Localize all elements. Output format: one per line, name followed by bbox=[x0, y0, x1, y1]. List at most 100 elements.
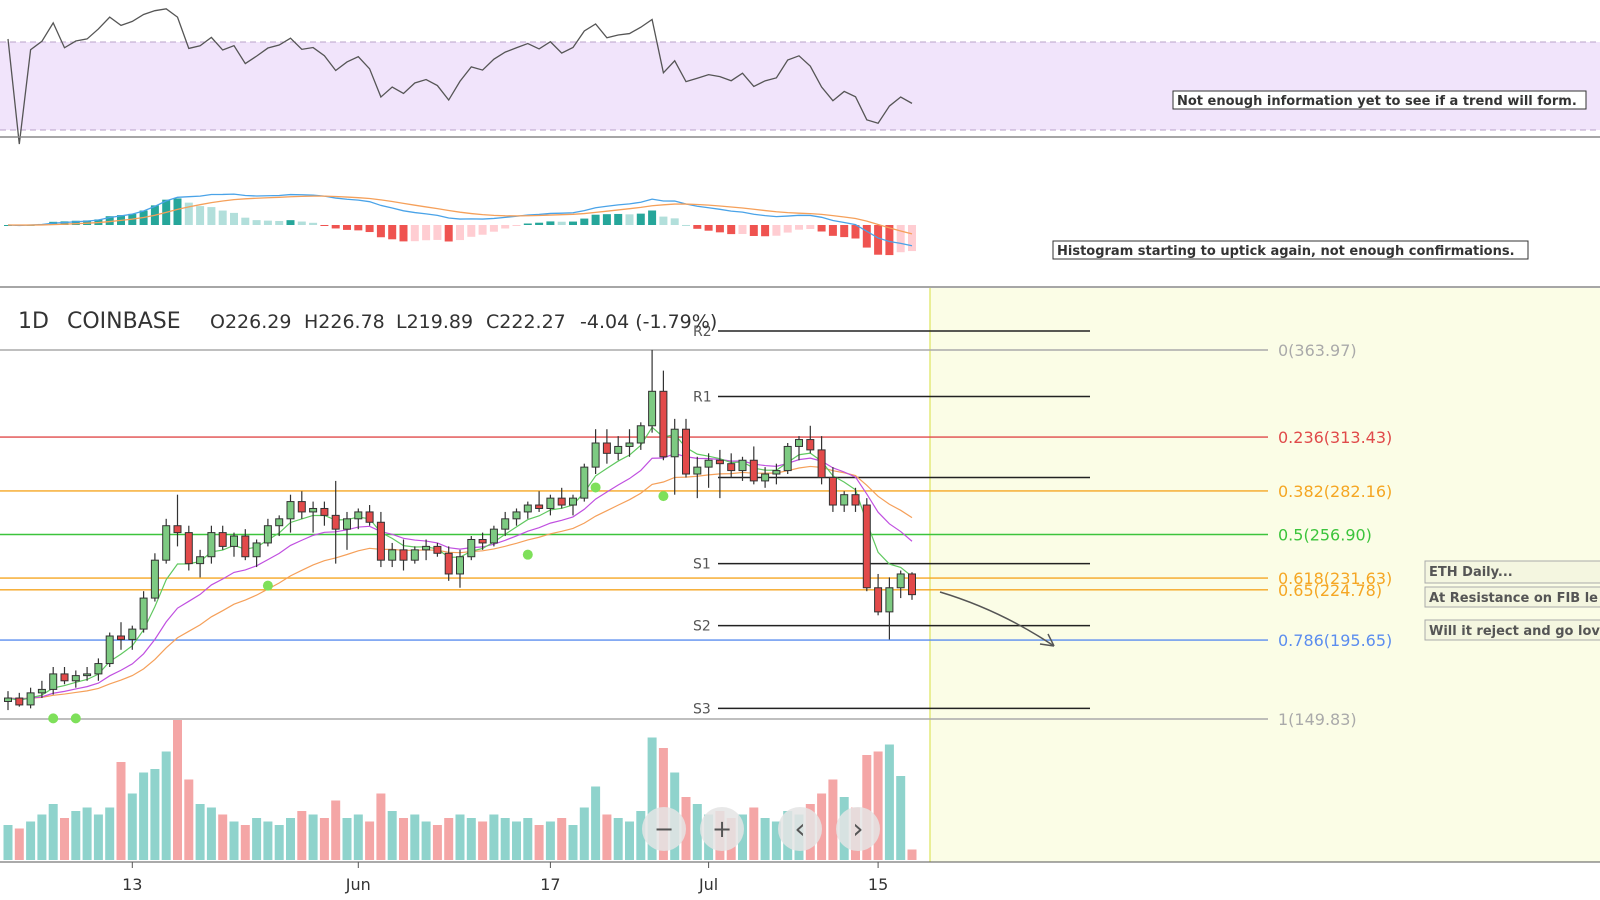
candle-body bbox=[162, 525, 171, 561]
volume-bar bbox=[500, 818, 510, 860]
candle-body bbox=[523, 504, 532, 513]
candle-body bbox=[422, 545, 431, 551]
exchange-label: COINBASE bbox=[67, 309, 181, 334]
candle-body bbox=[37, 688, 46, 694]
volume-bar bbox=[229, 821, 239, 860]
macd-histogram-bar bbox=[263, 220, 272, 225]
candle-body bbox=[648, 390, 657, 427]
volume-bar bbox=[579, 807, 589, 860]
low-value: L219.89 bbox=[396, 311, 473, 333]
volume-bar bbox=[105, 807, 115, 860]
candle-body bbox=[557, 497, 566, 506]
rsi-line bbox=[7, 8, 913, 145]
macd-histogram-bar bbox=[715, 225, 724, 233]
macd-histogram-bar bbox=[896, 225, 905, 253]
macd-histogram-bar bbox=[184, 202, 193, 225]
eth-daily-text: ETH Daily... bbox=[1429, 565, 1513, 580]
candle-body bbox=[410, 549, 419, 561]
macd-histogram-bar bbox=[828, 225, 837, 236]
candle-body bbox=[636, 425, 645, 444]
macd-histogram-bar bbox=[535, 222, 544, 225]
macd-histogram-bar bbox=[772, 225, 781, 236]
candle-body bbox=[659, 390, 668, 458]
volume-bar bbox=[489, 814, 499, 860]
candle-body bbox=[862, 504, 871, 589]
macd-histogram-bar bbox=[795, 225, 803, 230]
volume-bar bbox=[399, 818, 408, 860]
rsi-pane: Not enough information yet to see if a t… bbox=[0, 8, 1600, 145]
macd-histogram-bar bbox=[456, 225, 464, 241]
volume-bar bbox=[71, 811, 81, 860]
fib-level-label: 0.236(313.43) bbox=[1278, 428, 1392, 447]
candle-body bbox=[286, 501, 295, 520]
candle-body bbox=[727, 463, 736, 472]
candle-body bbox=[60, 673, 69, 682]
volume-bar bbox=[534, 825, 544, 860]
close-value: C222.27 bbox=[486, 311, 566, 333]
scroll-left-button[interactable]: ‹ bbox=[778, 807, 822, 851]
at-resistance-text: At Resistance on FIB le bbox=[1429, 591, 1598, 606]
candle-body bbox=[828, 476, 837, 506]
candle-body bbox=[456, 556, 464, 575]
volume-bar bbox=[896, 776, 906, 860]
volume-bar bbox=[331, 800, 341, 860]
macd-histogram-bar bbox=[320, 225, 329, 226]
macd-histogram-bar bbox=[309, 222, 318, 225]
zoom-out-button[interactable]: − bbox=[642, 807, 686, 851]
macd-histogram-bar bbox=[218, 210, 227, 225]
macd-histogram-bar bbox=[569, 221, 577, 225]
candle-body bbox=[376, 521, 385, 561]
macd-histogram-bar bbox=[648, 210, 657, 225]
volume-bar bbox=[161, 751, 171, 860]
macd-histogram-bar bbox=[670, 218, 679, 225]
x-tick-label: 17 bbox=[540, 875, 560, 894]
candle-body bbox=[580, 466, 589, 499]
zoom-in-button[interactable]: + bbox=[700, 807, 744, 851]
volume-bar bbox=[828, 779, 838, 860]
volume-bar bbox=[274, 825, 284, 860]
interval-label[interactable]: 1D bbox=[18, 309, 49, 334]
fib-level-label: 0.65(224.78) bbox=[1278, 581, 1382, 600]
macd-histogram-bar bbox=[501, 225, 510, 229]
volume-bar bbox=[647, 737, 657, 860]
candle-body bbox=[908, 573, 916, 596]
volume-bar bbox=[297, 811, 307, 860]
candle-body bbox=[433, 545, 442, 554]
candle-body bbox=[693, 466, 702, 475]
pivot-label: S2 bbox=[693, 619, 711, 635]
macd-histogram-bar bbox=[297, 221, 306, 225]
macd-histogram-bar bbox=[614, 213, 623, 225]
macd-histogram-bar bbox=[241, 217, 250, 225]
candle-body bbox=[49, 673, 58, 690]
volume-bar bbox=[206, 807, 216, 860]
candle-body bbox=[704, 459, 713, 468]
volume-bar bbox=[907, 849, 917, 860]
candle-body bbox=[444, 552, 453, 575]
macd-histogram-bar bbox=[727, 225, 736, 235]
macd-histogram-bar bbox=[557, 221, 566, 225]
macd-histogram-bar bbox=[105, 216, 114, 225]
candle-body bbox=[602, 442, 611, 454]
macd-histogram-bar bbox=[851, 225, 860, 239]
scroll-right-button[interactable]: › bbox=[836, 807, 880, 851]
macd-histogram-bar bbox=[580, 218, 589, 225]
candle-body bbox=[128, 628, 137, 640]
macd-histogram-bar bbox=[196, 206, 205, 225]
macd-histogram-bar bbox=[71, 220, 80, 225]
macd-histogram-bar bbox=[365, 225, 374, 233]
macd-histogram-bar bbox=[885, 225, 894, 256]
candle-body bbox=[591, 442, 600, 468]
candle-body bbox=[535, 504, 544, 509]
macd-histogram-bar bbox=[625, 214, 634, 225]
candle-body bbox=[896, 573, 905, 589]
rsi-note-box: Not enough information yet to see if a t… bbox=[1172, 90, 1587, 110]
volume-bar bbox=[591, 786, 601, 860]
candle-body bbox=[94, 663, 103, 675]
macd-histogram-bar bbox=[60, 221, 69, 225]
volume-bar bbox=[14, 828, 24, 860]
volume-bar bbox=[760, 818, 770, 860]
macd-note: Histogram starting to uptick again, not … bbox=[1057, 244, 1515, 259]
volume-bar bbox=[421, 821, 431, 860]
volume-bar bbox=[873, 751, 883, 860]
candle-body bbox=[874, 587, 883, 613]
